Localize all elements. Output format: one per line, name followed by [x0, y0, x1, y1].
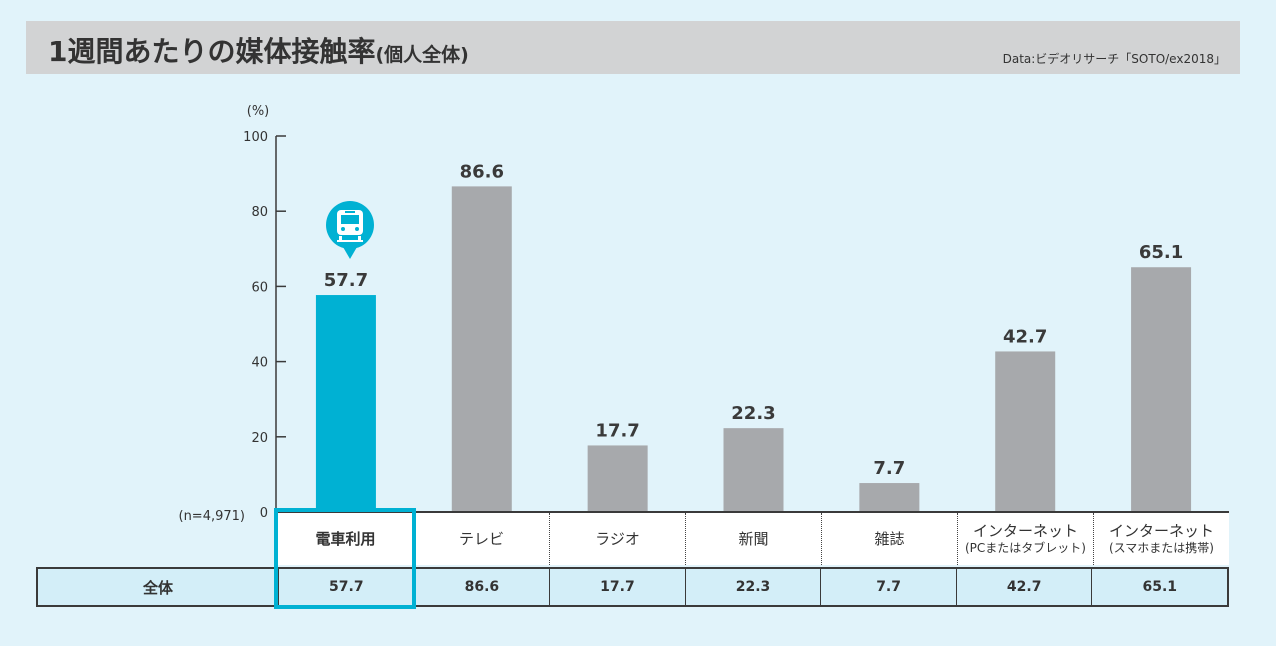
bar-value-label: 42.7 [1003, 326, 1047, 347]
category-label: インターネット [1108, 522, 1214, 541]
table-cell: 7.7 [821, 569, 957, 605]
category-cell: テレビ [414, 513, 550, 565]
table-cell: 86.6 [415, 569, 551, 605]
table-cell: 17.7 [550, 569, 686, 605]
category-sublabel: (PCまたはタブレット) [965, 540, 1086, 555]
category-label: テレビ [458, 529, 504, 548]
category-cell: 新聞 [686, 513, 822, 565]
y-tick-label: 100 [243, 130, 268, 145]
bar [587, 445, 648, 512]
category-cell: 雑誌 [822, 513, 958, 565]
train-icon [326, 201, 374, 259]
bar [451, 186, 512, 512]
category-cell: ラジオ [550, 513, 686, 565]
title-subtitle: (個人全体) [375, 44, 469, 66]
bar [315, 295, 376, 512]
bar-value-label: 86.6 [460, 161, 504, 182]
bar-value-label: 7.7 [873, 458, 905, 479]
page-title: 1週間あたりの媒体接触率(個人全体) [48, 30, 469, 70]
category-label: インターネット [972, 522, 1078, 541]
y-axis-unit: (%) [247, 104, 270, 119]
bar [723, 428, 784, 512]
sample-size-note: (n=4,971) [179, 509, 246, 524]
y-tick-label: 60 [251, 280, 268, 295]
table-cell: 65.1 [1142, 579, 1178, 595]
bar [1131, 267, 1192, 512]
title-text: 1週間あたりの媒体接触率 [48, 35, 376, 68]
title-bar: 1週間あたりの媒体接触率(個人全体) Data:ビデオリサーチ「SOTO/ex2… [26, 21, 1240, 74]
category-label: 雑誌 [874, 529, 905, 548]
bar [859, 483, 920, 512]
category-cell: インターネット (PCまたはタブレット) [958, 513, 1094, 565]
bar-value-label: 57.7 [324, 270, 368, 291]
bar-value-label: 65.1 [1139, 242, 1183, 263]
category-cell: 電車利用 [278, 513, 414, 565]
y-tick-label: 40 [251, 356, 268, 371]
y-tick-label: 20 [251, 431, 268, 446]
row-label: 全体 [38, 569, 279, 605]
table-cell: 22.3 [686, 569, 822, 605]
bar-value-label: 17.7 [595, 420, 639, 441]
bar [995, 351, 1056, 512]
category-label: 新聞 [738, 529, 769, 548]
category-label: ラジオ [595, 529, 640, 548]
bars-group: 57.7 86.6 17.7 22.3 7.7 42.7 65.1 [315, 161, 1192, 512]
category-header-row: 電車利用 テレビ ラジオ 新聞 雑誌 インターネット (PCまたはタブレット) インターネット… [278, 511, 1229, 565]
y-tick-label: 0 [260, 506, 268, 521]
data-row-overall: 全体 57.7 86.6 17.7 22.3 7.7 42.7 65.1 [36, 567, 1229, 607]
category-cell: インターネット (スマホまたは携帯) [1094, 513, 1229, 565]
table-cell: 42.7 [957, 569, 1093, 605]
table-cell: 57.7 [279, 569, 415, 605]
y-axis-ticks: 0 20 40 60 80 100 [243, 130, 286, 521]
bar-value-label: 22.3 [731, 403, 775, 424]
data-source: Data:ビデオリサーチ「SOTO/ex2018」 [1002, 52, 1226, 66]
category-label: 電車利用 [315, 529, 376, 548]
category-sublabel: (スマホまたは携帯) [1108, 540, 1214, 555]
y-tick-label: 80 [251, 205, 268, 220]
